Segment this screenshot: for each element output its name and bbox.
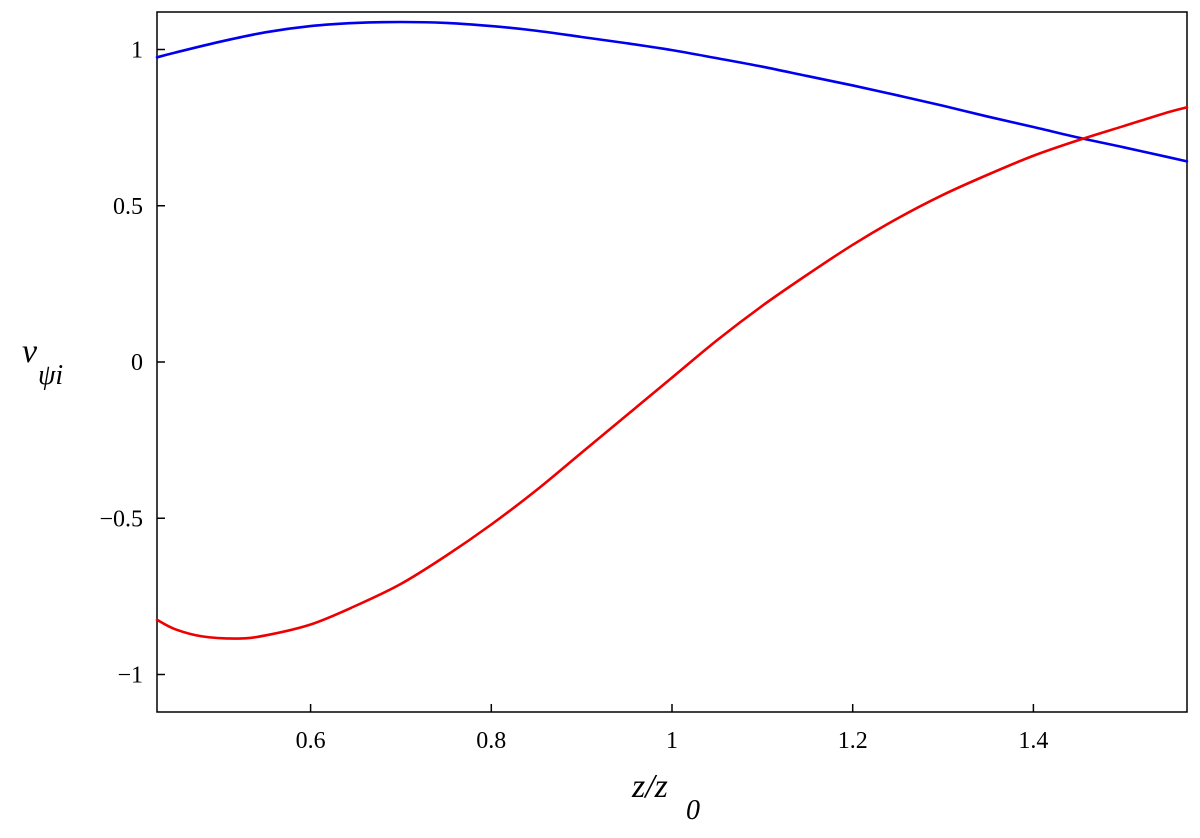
y-axis: −1 −0.5 0 0.5 1: [99, 38, 165, 689]
x-axis-label-main: z/z: [631, 768, 668, 805]
x-tick-label: 1.2: [838, 728, 868, 754]
y-tick-label: −0.5: [99, 506, 143, 532]
x-tick-label: 0.8: [476, 728, 506, 754]
x-axis-label-sub: 0: [686, 795, 700, 826]
x-axis: 0.6 0.8 1 1.2 1.4: [296, 704, 1048, 754]
y-axis-label-main: v: [22, 333, 38, 370]
y-tick-label: 1: [131, 38, 143, 64]
series-group: [155, 20, 1189, 640]
y-axis-label-sub: ψi: [38, 360, 63, 391]
x-tick-label: 0.6: [296, 728, 326, 754]
y-tick-label: −1: [117, 663, 143, 689]
x-axis-label: z/z 0: [631, 768, 700, 826]
x-tick-label: 1.4: [1018, 728, 1048, 754]
series-1-line: [155, 20, 1189, 163]
y-axis-label: v ψi: [22, 333, 63, 391]
x-tick-label: 1: [666, 728, 678, 754]
y-tick-label: 0: [131, 350, 143, 376]
plot-frame: [156, 11, 1188, 713]
series-2-line: [155, 106, 1189, 640]
y-tick-label: 0.5: [113, 194, 143, 220]
